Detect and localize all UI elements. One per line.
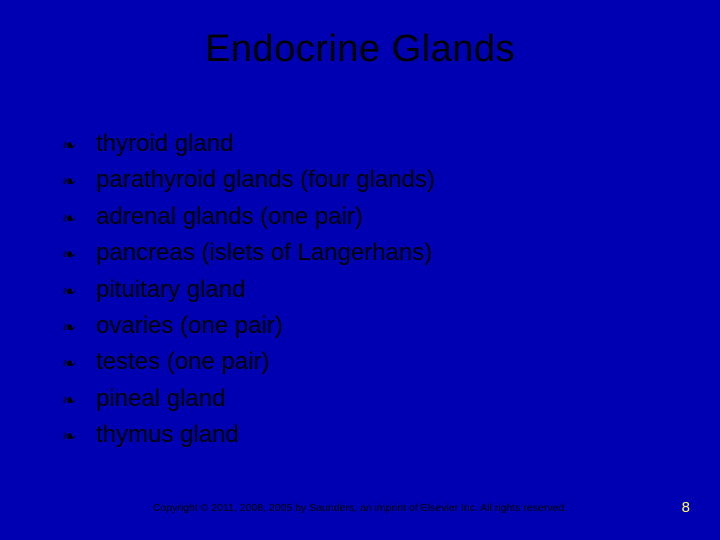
list-item: ❧ pineal gland (62, 383, 680, 415)
list-item-label: adrenal glands (one pair) (96, 201, 363, 233)
list-item: ❧ adrenal glands (one pair) (62, 201, 680, 233)
list-item: ❧ pancreas (islets of Langerhans) (62, 237, 680, 269)
list-item: ❧ thymus gland (62, 419, 680, 451)
list-item: ❧ testes (one pair) (62, 346, 680, 378)
slide-title: Endocrine Glands (0, 28, 720, 71)
bullet-icon: ❧ (62, 279, 96, 304)
list-item-label: thymus gland (96, 419, 239, 451)
list-item: ❧ ovaries (one pair) (62, 310, 680, 342)
list-item-label: pineal gland (96, 383, 225, 415)
page-number: 8 (682, 499, 690, 516)
list-item-label: testes (one pair) (96, 346, 269, 378)
bullet-icon: ❧ (62, 242, 96, 267)
slide: Endocrine Glands ❧ thyroid gland ❧ parat… (0, 0, 720, 540)
list-item-label: pancreas (islets of Langerhans) (96, 237, 432, 269)
bullet-icon: ❧ (62, 351, 96, 376)
list-item-label: pituitary gland (96, 274, 245, 306)
copyright-footer: Copyright © 2011, 2008, 2005 by Saunders… (0, 502, 720, 514)
bullet-icon: ❧ (62, 169, 96, 194)
list-item: ❧ pituitary gland (62, 274, 680, 306)
bullet-icon: ❧ (62, 315, 96, 340)
bullet-icon: ❧ (62, 424, 96, 449)
list-item: ❧ parathyroid glands (four glands) (62, 164, 680, 196)
list-item-label: parathyroid glands (four glands) (96, 164, 435, 196)
bullet-list: ❧ thyroid gland ❧ parathyroid glands (fo… (62, 128, 680, 456)
list-item-label: thyroid gland (96, 128, 233, 160)
list-item: ❧ thyroid gland (62, 128, 680, 160)
bullet-icon: ❧ (62, 133, 96, 158)
bullet-icon: ❧ (62, 388, 96, 413)
list-item-label: ovaries (one pair) (96, 310, 283, 342)
bullet-icon: ❧ (62, 206, 96, 231)
